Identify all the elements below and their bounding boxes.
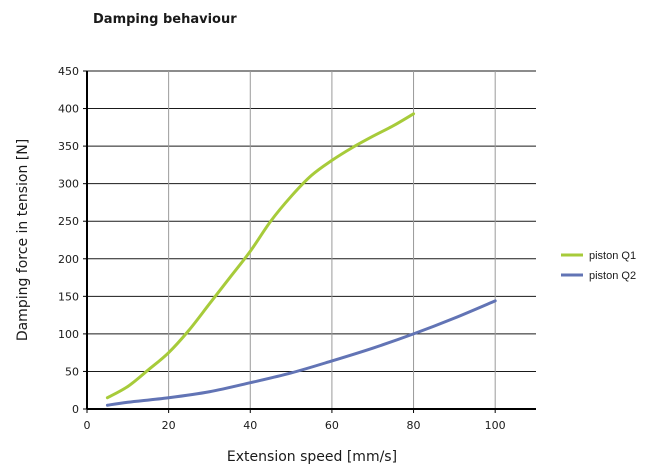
x-tick-label: 40 [243,419,257,432]
x-axis-label: Extension speed [mm/s] [226,449,398,465]
series-line-piston-q2 [105,299,497,407]
legend-label-piston-q1: piston Q1 [589,250,636,262]
y-tick-label: 450 [58,65,79,78]
y-tick-label: 200 [58,253,79,266]
y-tick-label: 150 [58,290,79,303]
x-tick-label: 0 [84,419,91,432]
y-tick-label: 250 [58,215,79,228]
chart-title: Damping behaviour [93,12,237,27]
y-tick-label: 100 [58,328,79,341]
x-tick-label: 20 [162,419,176,432]
x-tick-label: 80 [407,419,421,432]
legend-label-piston-q2: piston Q2 [589,270,636,282]
x-tick-label: 60 [325,419,339,432]
y-tick-label: 50 [65,365,79,378]
series-line-piston-q1 [105,112,416,400]
y-tick-label: 350 [58,140,79,153]
y-tick-label: 400 [58,103,79,116]
y-tick-label: 300 [58,178,79,191]
x-tick-label: 100 [485,419,506,432]
x-axis-label-wrap: Extension speed [mm/s] [0,449,652,465]
y-tick-label: 0 [72,403,79,416]
y-axis-label: Damping force in tension [N] [15,138,31,342]
